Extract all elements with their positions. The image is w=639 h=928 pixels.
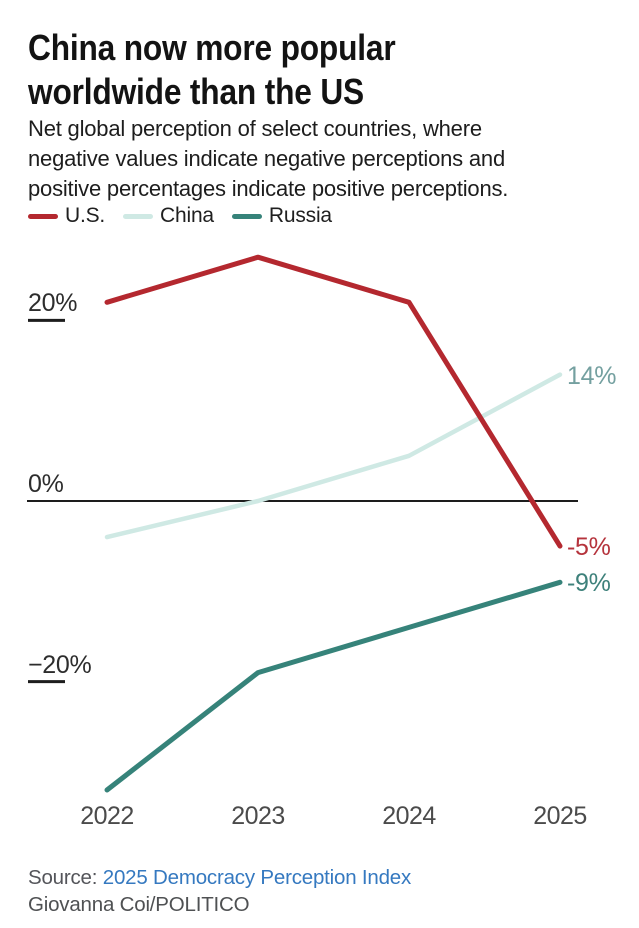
legend-label: U.S. xyxy=(65,204,106,227)
chart-title: China now more popular worldwide than th… xyxy=(28,27,396,113)
series-line-china xyxy=(104,372,563,540)
x-axis-label-2025: 2025 xyxy=(533,802,587,830)
source-line: Source: 2025 Democracy Perception Index xyxy=(28,864,411,891)
y-tick-label: 0% xyxy=(28,470,64,498)
source-prefix: Source: xyxy=(28,866,103,889)
chart-canvas xyxy=(27,254,578,793)
series-end-label-china: 14% xyxy=(567,361,617,390)
y-tick-label: −20% xyxy=(28,650,92,679)
x-axis-label-2022: 2022 xyxy=(80,802,134,830)
x-axis-label-2023: 2023 xyxy=(231,802,285,830)
source-link[interactable]: 2025 Democracy Perception Index xyxy=(102,866,412,889)
chart-subtitle: Net global perception of select countrie… xyxy=(28,116,509,201)
legend-label: Russia xyxy=(268,204,332,227)
x-axis-label-2024: 2024 xyxy=(382,802,436,830)
chart-legend: U.S. China Russia xyxy=(28,204,332,228)
legend-swatch-us xyxy=(28,213,58,219)
y-tick-label: 20% xyxy=(28,289,78,318)
legend-item-russia: Russia xyxy=(231,204,332,228)
byline: Giovanna Coi/POLITICO xyxy=(28,893,250,916)
line-chart: 20% 0% −20% -5% 14% -9% 2022 2023 2024 2025 xyxy=(0,240,639,865)
legend-item-china: China xyxy=(123,204,214,228)
series-end-label-us: -5% xyxy=(567,533,611,562)
series-line-russia xyxy=(104,579,563,793)
legend-label: China xyxy=(160,204,214,227)
series-end-label-russia: -9% xyxy=(567,569,611,598)
legend-swatch-russia xyxy=(231,213,262,219)
series-line-us xyxy=(104,254,563,549)
chart-footer: Source: 2025 Democracy Perception Index … xyxy=(28,864,411,918)
legend-swatch-china xyxy=(123,213,154,219)
legend-item-us: U.S. xyxy=(28,204,105,228)
